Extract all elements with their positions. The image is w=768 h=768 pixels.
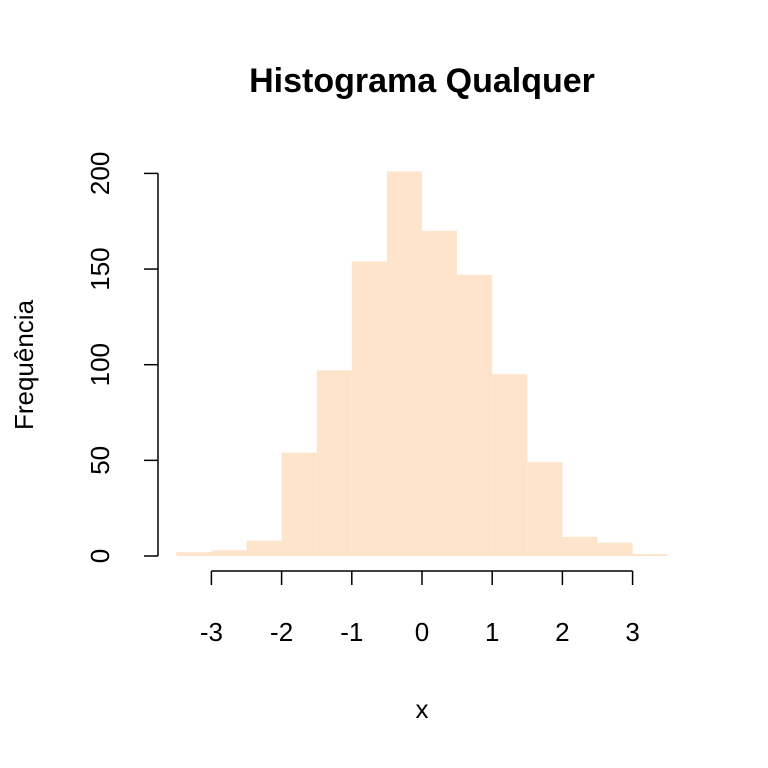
x-tick-label: -1 (340, 617, 363, 647)
histogram-bar (351, 261, 387, 556)
histogram-bar (176, 552, 212, 556)
y-tick-label: 0 (85, 549, 115, 563)
x-tick-label: -3 (200, 617, 223, 647)
x-tick-label: 2 (555, 617, 569, 647)
y-axis: 0 50 100 150 200 (85, 152, 159, 563)
histogram-bar (457, 274, 493, 556)
histogram-bar (316, 370, 352, 556)
y-tick-label: 150 (85, 247, 115, 290)
histogram-bar (562, 536, 598, 556)
histogram-bar (632, 554, 668, 556)
histogram-bar (597, 542, 633, 556)
histogram-bar (246, 540, 282, 556)
histogram-bar (527, 462, 563, 556)
y-axis-label: Frequência (9, 299, 39, 430)
y-tick-label: 200 (85, 152, 115, 195)
x-axis-label: x (416, 694, 429, 724)
histogram-bar (281, 452, 317, 556)
y-tick-label: 100 (85, 343, 115, 386)
x-tick-label: -2 (270, 617, 293, 647)
y-tick-label: 50 (85, 446, 115, 475)
histogram-bar (492, 374, 528, 556)
histogram-bar (422, 230, 458, 557)
histogram-bar (386, 171, 422, 556)
histogram-bars (176, 171, 668, 557)
x-axis: -3 -2 -1 0 1 2 3 (200, 570, 640, 647)
x-tick-label: 0 (415, 617, 429, 647)
x-tick-label: 1 (485, 617, 499, 647)
x-tick-label: 3 (625, 617, 639, 647)
histogram-bar (211, 550, 247, 556)
chart-title: Histograma Qualquer (249, 62, 595, 100)
